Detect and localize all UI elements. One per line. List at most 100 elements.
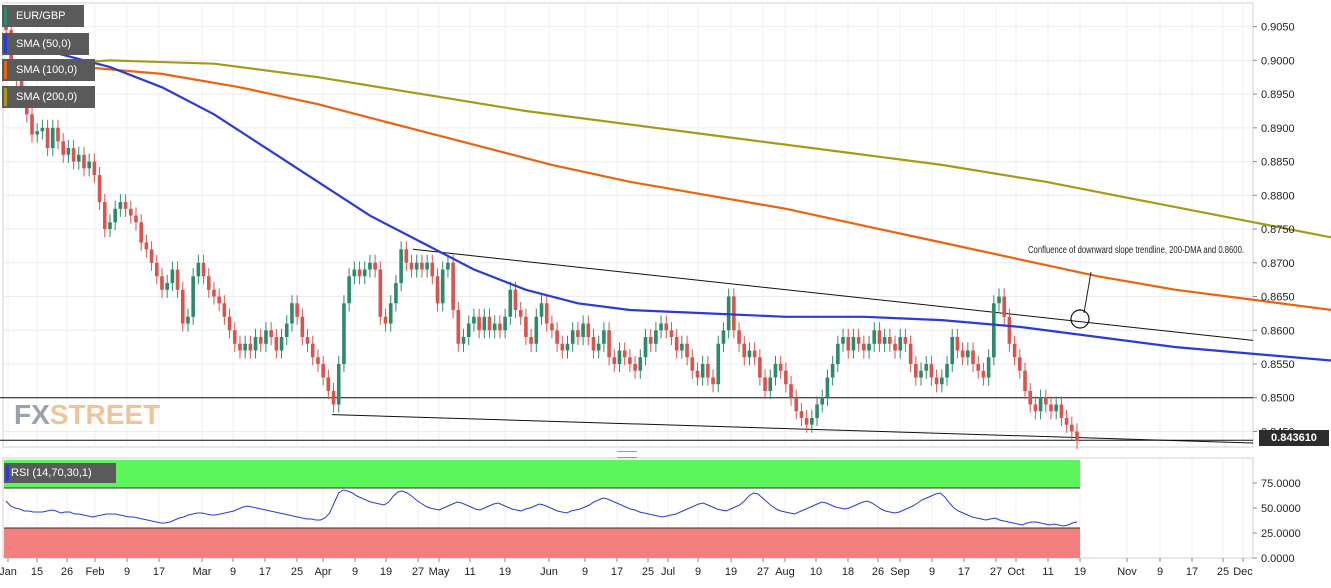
time-tick-label: May	[429, 566, 450, 578]
candle-body	[898, 337, 903, 351]
candle-body	[622, 350, 627, 358]
candle-body	[1017, 357, 1022, 371]
candle-body	[669, 330, 674, 338]
time-tick-label: Mar	[193, 566, 212, 578]
candle-body	[846, 337, 851, 351]
time-tick-label: 9	[124, 566, 130, 578]
candle-body	[1033, 404, 1038, 412]
legend-swatch-icon	[4, 7, 7, 25]
time-tick-label: 27	[990, 566, 1002, 578]
legend-sma200[interactable]: SMA (200,0)	[2, 86, 95, 108]
candle-body	[934, 377, 939, 385]
price-tick-label: 0.8550	[1261, 359, 1295, 371]
candle-body	[851, 337, 856, 351]
candle-body	[732, 296, 736, 331]
candle-body	[321, 364, 325, 378]
candle-body	[659, 323, 663, 331]
time-tick-label: 25	[1217, 566, 1229, 578]
candle-body	[160, 276, 164, 290]
candle-body	[799, 411, 804, 418]
legend-sma50[interactable]: SMA (50,0)	[2, 33, 89, 55]
candle-body	[336, 364, 341, 405]
candle-body	[248, 343, 253, 351]
candle-body	[1064, 417, 1069, 425]
time-tick-label: Feb	[86, 566, 105, 578]
sma200-line	[5, 59, 1331, 239]
candle-body	[144, 242, 149, 250]
candle-body	[752, 350, 757, 358]
candle-body	[742, 343, 747, 358]
pane-resize-handle[interactable]	[617, 451, 637, 458]
candle-body	[492, 323, 497, 331]
candle-body	[721, 330, 726, 344]
candle-body	[222, 303, 227, 317]
legend-sma100-label: SMA (100,0)	[16, 64, 78, 76]
sma50-line	[5, 32, 1331, 362]
candle-body	[446, 262, 450, 270]
price-tick-label: 0.8500	[1261, 393, 1295, 405]
candle-body	[747, 350, 752, 358]
candle-body	[472, 316, 476, 324]
candle-body	[451, 262, 455, 311]
candle-body	[1002, 296, 1007, 317]
candle-body	[789, 384, 793, 398]
candle-body	[165, 283, 169, 290]
time-tick-label: Aug	[775, 566, 795, 578]
candle-body	[435, 276, 440, 304]
candle-body	[498, 323, 502, 331]
candle-body	[212, 289, 216, 297]
candle-body	[482, 316, 487, 331]
legend-symbol[interactable]: EUR/GBP	[2, 5, 84, 27]
candle-body	[1069, 424, 1074, 432]
time-tick-label: 27	[757, 566, 769, 578]
time-tick-label: Nov	[1117, 566, 1137, 578]
candle-body	[940, 377, 944, 385]
candle-body	[394, 283, 398, 304]
candle-body	[149, 249, 154, 263]
candle-body	[981, 370, 986, 378]
candle-body	[664, 323, 669, 331]
candle-body	[316, 357, 320, 365]
candle-body	[997, 296, 1001, 304]
candle-body	[87, 161, 91, 169]
candle-body	[602, 330, 606, 344]
candle-body	[929, 364, 934, 378]
candle-body	[40, 127, 45, 132]
candle-body	[1012, 343, 1017, 358]
candle-body	[118, 202, 123, 209]
candle-body	[227, 316, 232, 331]
candle-body	[440, 269, 445, 304]
time-tick-label: 26	[872, 566, 884, 578]
candle-body	[76, 154, 81, 162]
candle-body	[784, 370, 788, 385]
rsi-legend[interactable]: RSI (14,70,30,1)	[4, 463, 116, 483]
candle-body	[196, 262, 201, 277]
candle-body	[128, 208, 133, 216]
candle-body	[409, 262, 414, 270]
candle-body	[61, 141, 66, 155]
trendline	[331, 414, 1254, 444]
candle-body	[544, 303, 549, 324]
candle-body	[466, 323, 471, 338]
legend-sma100[interactable]: SMA (100,0)	[2, 59, 95, 81]
legend-symbol-label: EUR/GBP	[16, 10, 66, 22]
candle-body	[102, 202, 107, 230]
annotation-text: Confluence of downward slope trendline, …	[1028, 245, 1244, 256]
candle-body	[903, 337, 908, 344]
candle-body	[97, 175, 102, 203]
candle-body	[1043, 397, 1048, 405]
price-tick-label: 0.8950	[1261, 89, 1295, 101]
candle-body	[706, 364, 710, 378]
candle-body	[633, 364, 637, 371]
rsi-swatch-icon	[6, 465, 9, 481]
candle-body	[513, 289, 518, 311]
candle-body	[971, 350, 975, 365]
candle-body	[1028, 390, 1033, 405]
candle-body	[966, 350, 970, 358]
candle-body	[326, 377, 331, 391]
candle-body	[362, 269, 367, 277]
candle-body	[35, 131, 40, 135]
candle-body	[508, 289, 513, 317]
candle-body	[82, 154, 86, 169]
rsi-tick-label: 50.0000	[1261, 503, 1301, 515]
